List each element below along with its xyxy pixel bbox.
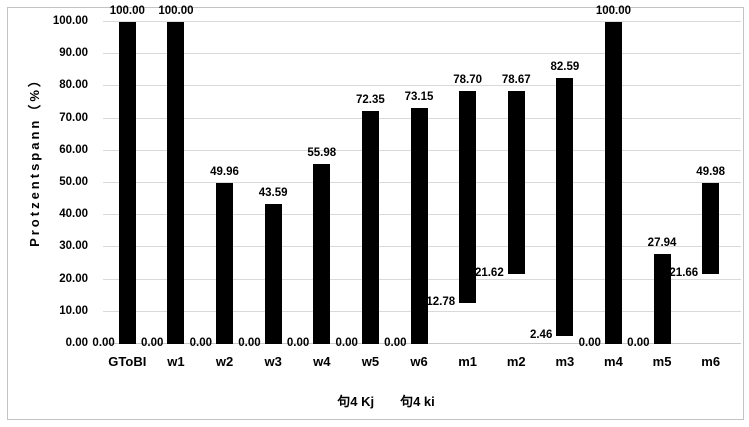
category-label: m2: [506, 354, 526, 369]
bar-min-label: 0.00: [238, 337, 261, 349]
category-label: GToBI: [108, 354, 147, 369]
bar-min-label: 21.66: [669, 267, 699, 280]
category-label: w4: [313, 354, 331, 369]
range-bar: [118, 22, 136, 344]
gridline: [103, 53, 741, 55]
y-tick-label: 50.00: [59, 176, 88, 188]
category-label: w3: [264, 354, 282, 369]
range-bar: [167, 22, 185, 344]
bar-min-label: 0.00: [335, 337, 358, 349]
y-tick-label: 70.00: [59, 111, 88, 124]
bar-max-label: 72.35: [355, 94, 385, 107]
category-label: m6: [701, 354, 721, 369]
y-tick-label: 40.00: [59, 208, 88, 221]
range-bar: [702, 183, 720, 275]
bar-min-label: 0.00: [384, 337, 407, 349]
plot-area: 100.00 0.00 GToBI 100.00 0.00 w1 49.96 0.00 w2 43…: [92, 5, 741, 369]
bar-max-label: 49.96: [210, 166, 239, 179]
bar-min-label: 0.00: [141, 337, 164, 349]
x-axis-caption: 句4 Kj 句4 ki: [337, 394, 435, 409]
y-tick-label: 90.00: [59, 47, 88, 60]
range-bar: [410, 108, 428, 344]
category-label: w2: [215, 354, 234, 369]
bar-max-label: 43.59: [258, 186, 288, 199]
bar-max-label: 27.94: [647, 237, 677, 250]
category-label: w5: [361, 354, 380, 369]
bar-max-label: 78.67: [501, 73, 531, 86]
bar-min-label: 0.00: [286, 337, 310, 349]
y-tick-label: 80.00: [59, 79, 88, 92]
range-bar: [653, 254, 671, 344]
category-label: m5: [652, 354, 672, 369]
bar-max-label: 78.70: [453, 73, 482, 86]
category-label: m1: [458, 354, 477, 369]
range-bar: [604, 22, 622, 344]
range-bar: [507, 90, 525, 275]
bar-max-label: 100.00: [595, 5, 632, 17]
bar-max-label: 49.98: [696, 166, 726, 179]
range-bar: [264, 203, 282, 344]
gridline: [103, 85, 741, 87]
bar-max-label: 82.59: [550, 61, 580, 74]
bar-max-label: 55.98: [307, 146, 337, 159]
bar-min-label: 0.00: [92, 337, 115, 349]
y-tick-label: 30.00: [59, 240, 88, 253]
bar-max-label: 100.00: [158, 5, 194, 17]
bar-max-label: 100.00: [109, 5, 145, 17]
y-tick-label: 100.00: [52, 15, 88, 27]
chart-frame: Protzentspann（%） 0.00 10.00 20.00 30.00 40.0…: [7, 5, 744, 420]
bar-min-label: 0.00: [627, 337, 650, 349]
category-label: m3: [555, 354, 575, 369]
range-bar: [361, 111, 379, 344]
range-bar: [313, 163, 331, 344]
bar-min-label: 0.00: [578, 337, 601, 349]
range-bar: [216, 183, 234, 344]
bar-min-label: 12.78: [426, 295, 456, 308]
y-tick-label: 60.00: [59, 143, 88, 156]
range-bar: [556, 78, 574, 337]
gridline: [103, 21, 741, 22]
bar-min-label: 21.62: [474, 267, 504, 280]
bar-min-label: 2.46: [529, 329, 553, 342]
category-label: m4: [604, 354, 623, 369]
y-tick-label: 0.00: [65, 337, 88, 349]
range-bar: [459, 90, 477, 303]
y-tick-label: 10.00: [59, 304, 88, 317]
bar-max-label: 73.15: [404, 91, 434, 104]
bar-min-label: 0.00: [189, 337, 213, 349]
category-label: w1: [167, 354, 185, 369]
category-label: w6: [410, 354, 428, 369]
y-tick-label: 20.00: [59, 272, 88, 285]
